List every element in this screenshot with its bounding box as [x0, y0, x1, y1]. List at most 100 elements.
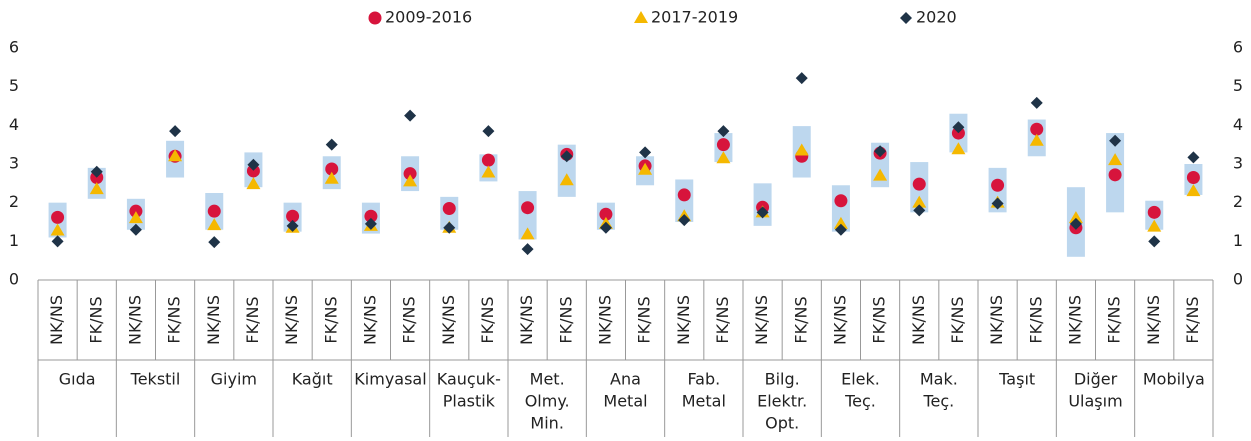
- point: [1148, 235, 1161, 248]
- point: [482, 125, 495, 138]
- point: [834, 223, 847, 236]
- group-label: Metal: [603, 392, 647, 411]
- point: [1147, 205, 1161, 219]
- x-tick-label: FK/NS: [165, 296, 184, 343]
- point: [481, 165, 496, 178]
- point: [716, 151, 731, 164]
- x-tick-label: NK/NS: [204, 295, 223, 345]
- x-tick-label: FK/NS: [86, 296, 105, 343]
- point: [208, 236, 221, 249]
- point: [442, 201, 456, 215]
- point: [559, 173, 574, 186]
- x-tick-label: NK/NS: [830, 295, 849, 345]
- point: [912, 177, 926, 191]
- legend-label: 2009-2016: [385, 8, 472, 27]
- point: [521, 201, 535, 215]
- x-tick-label: NK/NS: [439, 295, 458, 345]
- group-label: Teç.: [922, 392, 954, 411]
- point: [443, 221, 456, 234]
- y2-tick-label: 0: [1233, 270, 1243, 289]
- point: [1109, 134, 1122, 147]
- point: [1030, 96, 1043, 109]
- y-tick-label: 2: [9, 192, 19, 211]
- point: [913, 204, 926, 217]
- group-label: Plastik: [443, 392, 496, 411]
- group-label: Tekstil: [130, 370, 181, 389]
- point: [364, 209, 378, 223]
- point: [599, 207, 613, 221]
- group-label: Fab.: [687, 370, 720, 389]
- point: [1029, 133, 1044, 146]
- point: [207, 204, 221, 218]
- point: [678, 214, 691, 227]
- legend-marker: [900, 12, 912, 24]
- point: [1108, 153, 1123, 166]
- x-tick-label: FK/NS: [1026, 296, 1045, 343]
- x-tick-label: FK/NS: [1183, 296, 1202, 343]
- x-tick-label: NK/NS: [517, 295, 536, 345]
- point: [638, 162, 653, 175]
- point: [520, 227, 535, 240]
- group-label: Kağıt: [292, 370, 333, 389]
- legend-label: 2020: [916, 8, 957, 27]
- x-tick-label: NK/NS: [674, 295, 693, 345]
- point: [873, 168, 888, 181]
- point: [717, 125, 730, 138]
- x-tick-label: FK/NS: [243, 296, 262, 343]
- point: [1186, 171, 1200, 185]
- point: [716, 138, 730, 152]
- point: [991, 197, 1004, 210]
- group-label: Ulaşım: [1068, 392, 1122, 411]
- y-tick-label: 5: [9, 76, 19, 95]
- point: [1187, 151, 1200, 164]
- point: [364, 217, 377, 230]
- point: [951, 142, 966, 155]
- point: [286, 219, 299, 232]
- point: [952, 121, 965, 134]
- x-tick-label: FK/NS: [713, 296, 732, 343]
- x-tick-label: NK/NS: [360, 295, 379, 345]
- point: [403, 167, 417, 181]
- point: [1186, 184, 1201, 197]
- y2-tick-label: 6: [1233, 38, 1243, 57]
- point: [325, 138, 338, 151]
- x-tick-label: NK/NS: [125, 295, 144, 345]
- group-label: Diğer: [1074, 370, 1118, 389]
- group-label: Gıda: [59, 370, 96, 389]
- group-label: Opt.: [765, 414, 799, 433]
- group-label: Bilg.: [765, 370, 800, 389]
- x-tick-label: FK/NS: [321, 296, 340, 343]
- point: [874, 145, 887, 158]
- point: [599, 221, 612, 234]
- point: [51, 235, 64, 248]
- point: [639, 146, 652, 159]
- x-tick-label: FK/NS: [556, 296, 575, 343]
- point: [404, 109, 417, 122]
- point: [912, 195, 927, 208]
- group-label: Teç.: [844, 392, 876, 411]
- x-tick-label: FK/NS: [478, 296, 497, 343]
- point: [246, 164, 260, 178]
- point: [325, 162, 339, 176]
- legend-marker: [368, 11, 382, 25]
- y-tick-label: 1: [9, 231, 19, 250]
- y2-tick-label: 3: [1233, 154, 1243, 173]
- point: [51, 210, 65, 224]
- group-label: Mobilya: [1143, 370, 1205, 389]
- point: [207, 218, 222, 231]
- group-label: Ana: [610, 370, 641, 389]
- group-label: Min.: [530, 414, 563, 433]
- x-tick-label: NK/NS: [987, 295, 1006, 345]
- point: [677, 188, 691, 202]
- point: [403, 174, 418, 187]
- y2-tick-label: 5: [1233, 76, 1243, 95]
- point: [168, 149, 183, 162]
- point: [286, 209, 300, 223]
- y2-tick-label: 1: [1233, 231, 1243, 250]
- x-tick-label: FK/NS: [791, 296, 810, 343]
- x-tick-label: FK/NS: [870, 296, 889, 343]
- point: [560, 150, 573, 163]
- group-label: Taşıt: [998, 370, 1035, 389]
- x-tick-label: NK/NS: [909, 295, 928, 345]
- point: [521, 243, 534, 256]
